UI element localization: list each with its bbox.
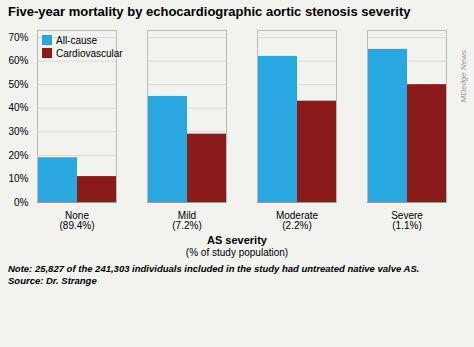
svg-text:40%: 40%	[8, 102, 28, 113]
svg-text:None(89.4%): None(89.4%)	[59, 209, 94, 230]
html-text:AS severity: AS severity	[207, 233, 267, 246]
html-text:Note: 25,827 of the 241,303 in: Note: 25,827 of the 241,303 individuals …	[8, 262, 420, 274]
svg-text:Moderate(2.2%): Moderate(2.2%)	[276, 209, 319, 230]
svg-text:Severe(1.1%): Severe(1.1%)	[391, 209, 423, 230]
html-text:MDedge News: MDedge News	[459, 49, 468, 103]
html-text:Cardiovascular: Cardiovascular	[56, 47, 123, 59]
svg-text:70%: 70%	[8, 31, 28, 42]
svg-text:60%: 60%	[8, 55, 28, 66]
svg-text:30%: 30%	[8, 126, 28, 137]
svg-text:10%: 10%	[8, 173, 28, 184]
svg-text:50%: 50%	[8, 78, 28, 89]
html-text:Five-year mortality by echocar: Five-year mortality by echocardiographic…	[8, 4, 411, 19]
svg-text:Mild(7.2%): Mild(7.2%)	[172, 209, 201, 230]
html-text:(% of study population): (% of study population)	[185, 246, 289, 258]
html-text:All-cause: All-cause	[56, 34, 98, 46]
svg-text:0%: 0%	[14, 196, 29, 207]
svg-text:20%: 20%	[8, 149, 28, 160]
html-text:Source: Dr. Strange: Source: Dr. Strange	[8, 274, 97, 286]
